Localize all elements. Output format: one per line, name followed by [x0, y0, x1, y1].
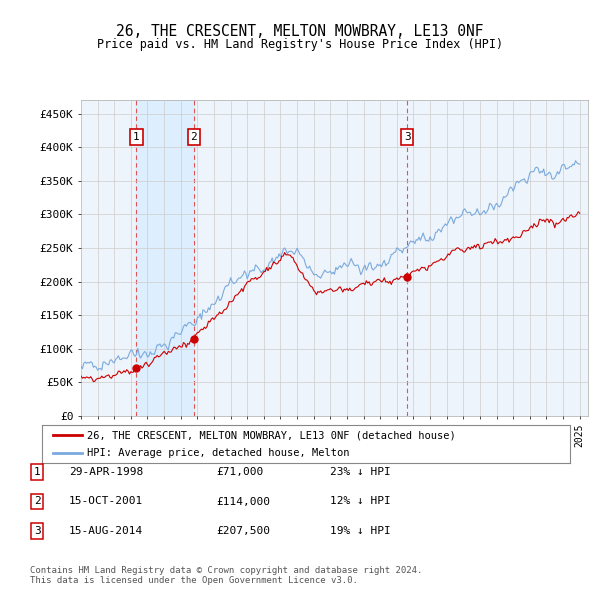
Text: 26, THE CRESCENT, MELTON MOWBRAY, LE13 0NF: 26, THE CRESCENT, MELTON MOWBRAY, LE13 0… — [116, 24, 484, 38]
Text: £114,000: £114,000 — [216, 497, 270, 506]
Text: £207,500: £207,500 — [216, 526, 270, 536]
Text: 15-AUG-2014: 15-AUG-2014 — [69, 526, 143, 536]
Text: 2: 2 — [190, 132, 197, 142]
Text: 12% ↓ HPI: 12% ↓ HPI — [330, 497, 391, 506]
Text: Price paid vs. HM Land Registry's House Price Index (HPI): Price paid vs. HM Land Registry's House … — [97, 38, 503, 51]
Text: 29-APR-1998: 29-APR-1998 — [69, 467, 143, 477]
Text: 1: 1 — [133, 132, 140, 142]
Text: HPI: Average price, detached house, Melton: HPI: Average price, detached house, Melt… — [87, 448, 349, 458]
Bar — [136, 100, 194, 416]
Text: £71,000: £71,000 — [216, 467, 263, 477]
Text: Contains HM Land Registry data © Crown copyright and database right 2024.
This d: Contains HM Land Registry data © Crown c… — [30, 566, 422, 585]
Text: 2: 2 — [34, 497, 41, 506]
Text: 3: 3 — [34, 526, 41, 536]
Text: 23% ↓ HPI: 23% ↓ HPI — [330, 467, 391, 477]
Text: 1: 1 — [34, 467, 41, 477]
Text: 3: 3 — [404, 132, 410, 142]
Text: 19% ↓ HPI: 19% ↓ HPI — [330, 526, 391, 536]
Text: 26, THE CRESCENT, MELTON MOWBRAY, LE13 0NF (detached house): 26, THE CRESCENT, MELTON MOWBRAY, LE13 0… — [87, 430, 455, 440]
Text: 15-OCT-2001: 15-OCT-2001 — [69, 497, 143, 506]
